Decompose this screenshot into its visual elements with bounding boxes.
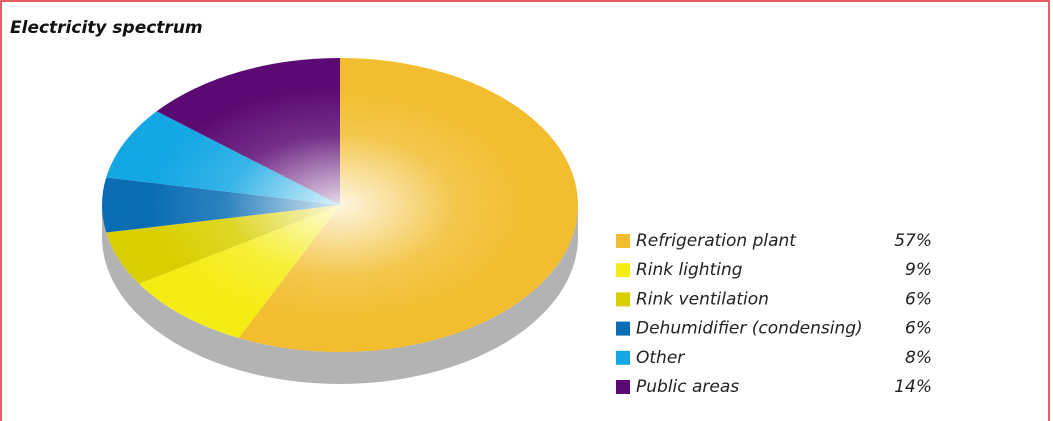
legend-label: Rink ventilation xyxy=(636,289,769,309)
legend-label: Public areas xyxy=(636,377,739,397)
legend-swatch xyxy=(616,234,630,248)
legend-label: Dehumidifier (condensing) xyxy=(636,319,863,339)
legend-label: Rink lighting xyxy=(636,260,743,280)
legend-value: 14% xyxy=(894,377,932,397)
legend-swatch xyxy=(616,321,630,336)
legend-value: 57% xyxy=(894,231,932,251)
legend-value: 6% xyxy=(905,319,932,339)
chart-title: Electricity spectrum xyxy=(10,18,203,38)
legend-value: 9% xyxy=(905,260,932,280)
pie-side xyxy=(102,205,578,384)
legend-swatch xyxy=(616,292,630,307)
legend-label: Refrigeration plant xyxy=(636,231,797,251)
legend-swatch xyxy=(616,380,630,394)
legend-label: Other xyxy=(636,348,685,368)
legend-swatch xyxy=(616,263,630,278)
legend-swatch xyxy=(616,350,630,365)
legend-value: 6% xyxy=(905,289,932,309)
legend-value: 8% xyxy=(905,348,932,368)
